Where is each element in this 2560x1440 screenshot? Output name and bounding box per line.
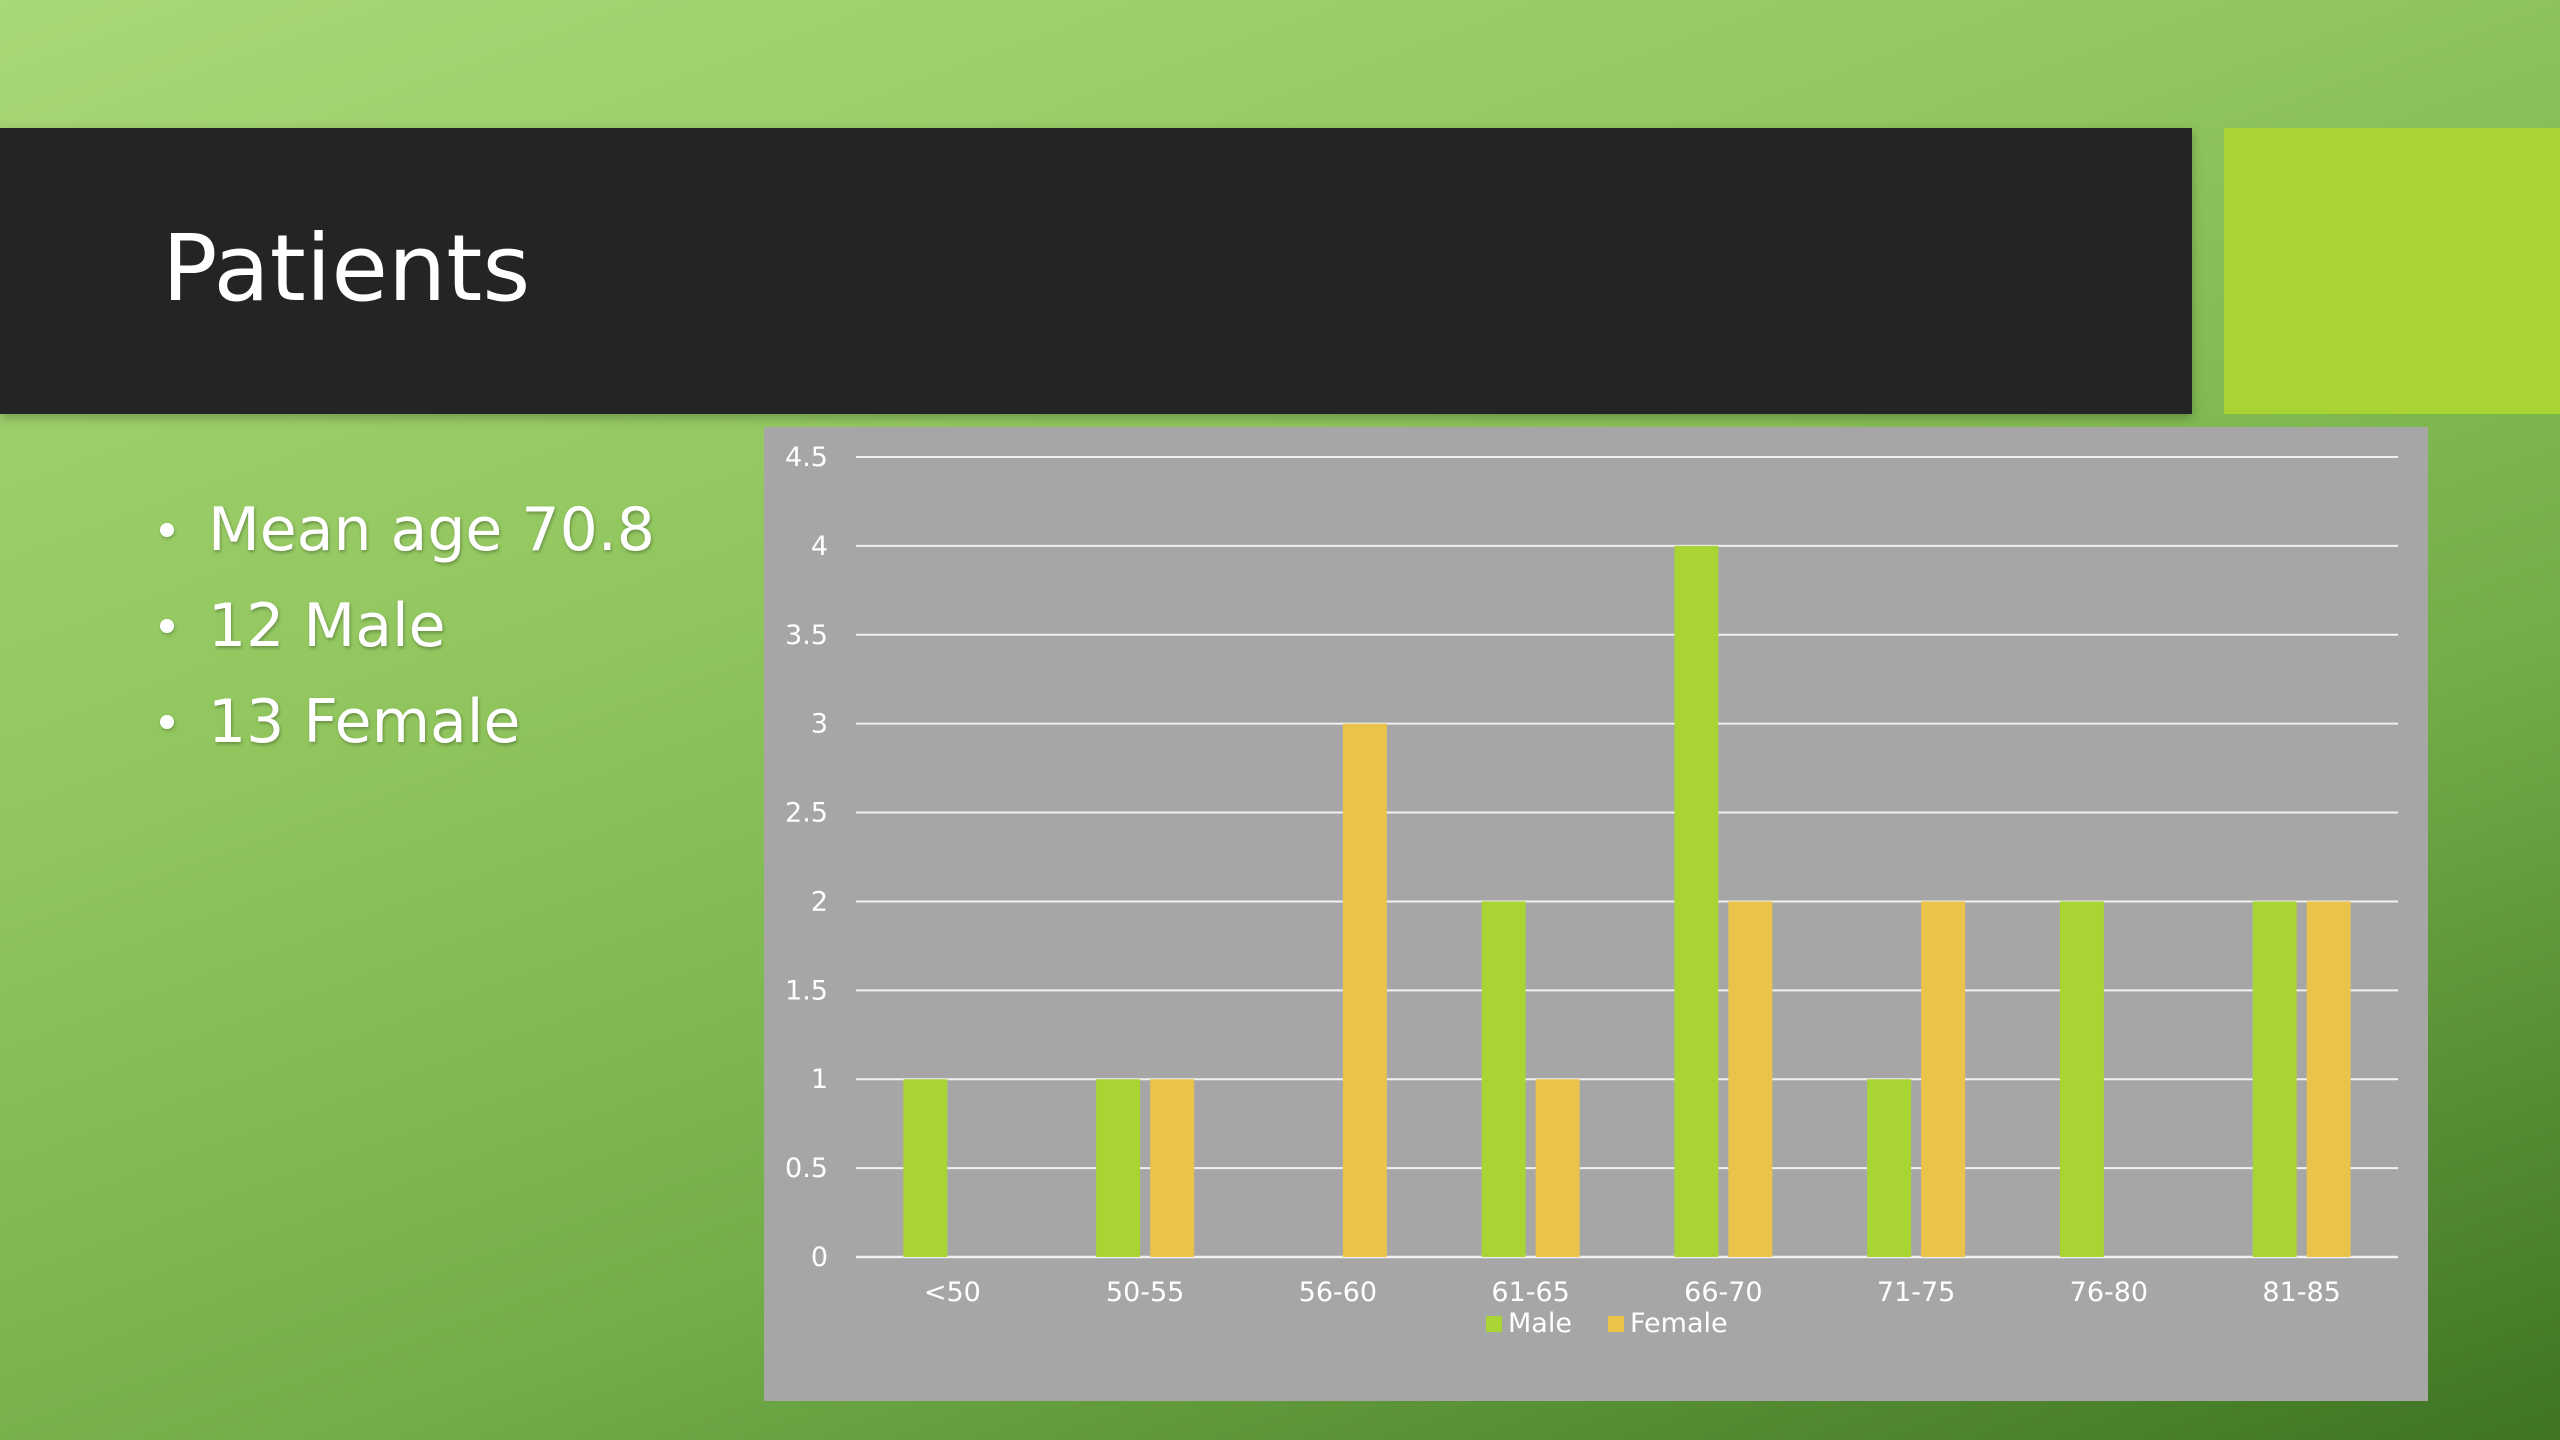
bar-male-0 [903,1079,948,1257]
accent-square [2224,128,2560,414]
x-category-label: 71-75 [1877,1277,1955,1308]
bullet-dot-icon [160,715,174,729]
legend-swatch-female [1608,1316,1624,1332]
y-tick-label: 4.5 [785,442,828,473]
bar-female-3 [1535,1079,1580,1257]
bar-male-7 [2252,901,2297,1257]
bullet-text: 13 Female [208,687,521,757]
y-tick-label: 0.5 [785,1153,828,1184]
bar-female-1 [1150,1079,1195,1257]
legend-label-female: Female [1630,1308,1728,1339]
bar-female-2 [1342,723,1387,1257]
bar-male-4 [1674,545,1719,1257]
bar-male-6 [2059,901,2104,1257]
bar-male-3 [1481,901,1526,1257]
y-tick-label: 1 [811,1064,828,1095]
bullet-item: 13 Female [160,674,720,770]
y-tick-label: 2.5 [785,798,828,829]
x-category-label: 56-60 [1299,1277,1377,1308]
legend-label-male: Male [1508,1308,1572,1339]
y-tick-label: 0 [811,1242,828,1273]
bar-male-5 [1867,1079,1912,1257]
y-tick-label: 1.5 [785,975,828,1006]
bar-female-5 [1921,901,1966,1257]
bullet-text: 12 Male [208,591,446,661]
x-category-label: 76-80 [2070,1277,2148,1308]
y-tick-label: 3.5 [785,620,828,651]
slide-title: Patients [162,215,531,322]
x-category-label: 50-55 [1106,1277,1184,1308]
y-tick-label: 4 [811,531,828,562]
title-bar [0,128,2192,414]
x-category-label: 81-85 [2262,1277,2340,1308]
bullet-dot-icon [160,619,174,633]
legend-swatch-male [1486,1316,1502,1332]
y-tick-label: 2 [811,886,828,917]
bullet-dot-icon [160,523,174,537]
bullet-item: 12 Male [160,578,720,674]
x-category-label: 61-65 [1491,1277,1569,1308]
bar-female-7 [2306,901,2351,1257]
chart-panel: 0 0.5 1 1.5 2 2.5 3 3.5 4 4.5 <50 50-55 56-60 61-65 66… [764,427,2428,1401]
bullet-item: Mean age 70.8 [160,482,720,578]
bar-chart: 0 0.5 1 1.5 2 2.5 3 3.5 4 4.5 <50 50-55 56-60 61-65 66… [785,442,2398,1339]
x-category-label: 66-70 [1684,1277,1762,1308]
bar-male-1 [1096,1079,1141,1257]
y-tick-label: 3 [811,709,828,740]
x-category-label: <50 [924,1277,981,1308]
bar-female-4 [1728,901,1773,1257]
bullet-list: Mean age 70.8 12 Male 13 Female [160,482,720,770]
bullet-text: Mean age 70.8 [208,495,655,565]
